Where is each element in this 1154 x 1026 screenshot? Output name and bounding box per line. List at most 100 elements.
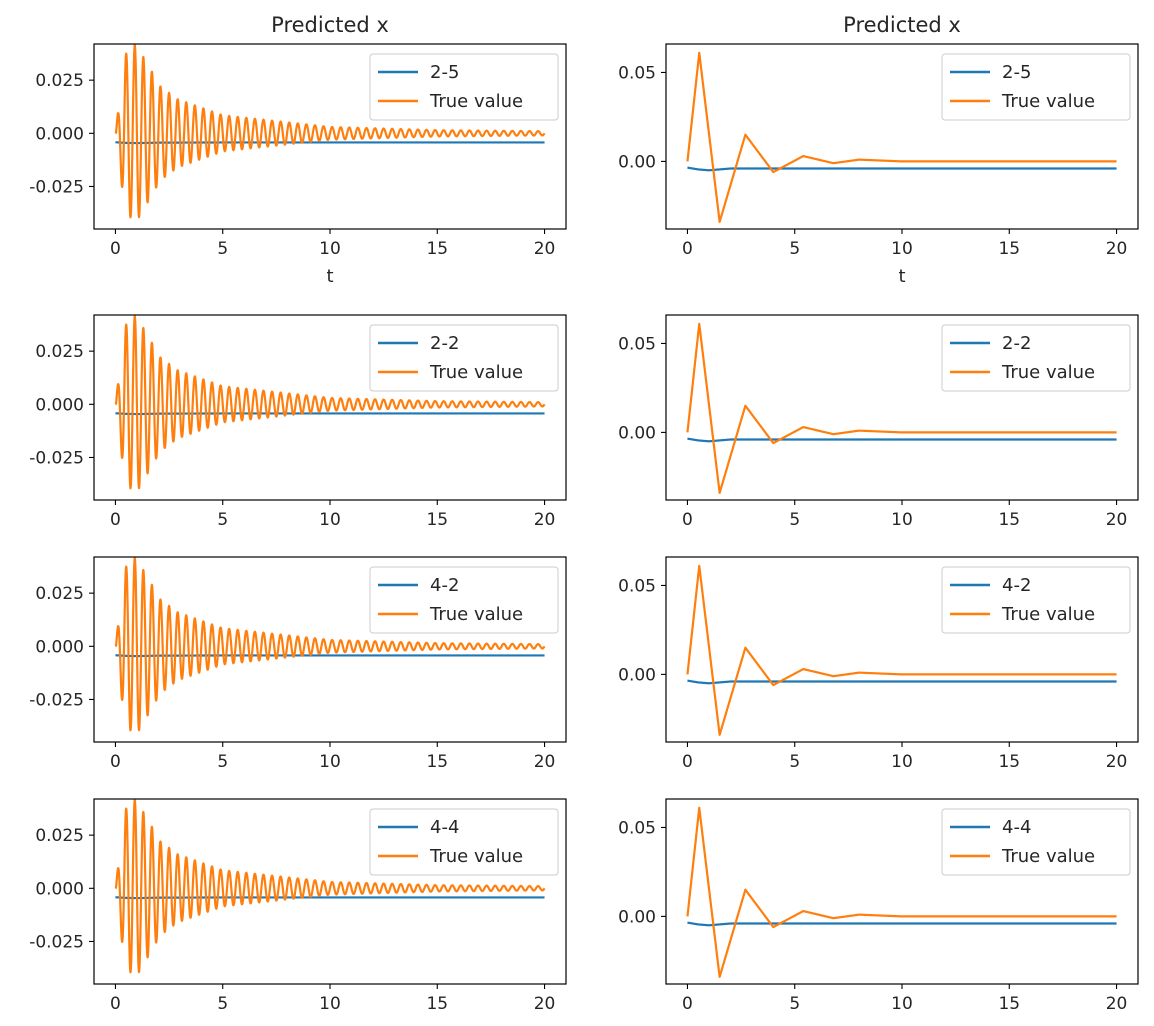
subplot-title: Predicted x [271,13,389,37]
legend-label: True value [429,362,523,383]
y-tick-label: 0.000 [35,879,84,899]
y-tick-label: 0.025 [35,584,84,604]
x-tick-label: 5 [789,752,800,772]
legend: 2-2 True value [369,324,559,392]
y-tick-label: 0.000 [35,124,84,144]
legend: 4-2 True value [941,566,1131,634]
x-tick-label: 20 [534,752,556,772]
y-tick-label: -0.025 [29,177,84,197]
y-tick-label: 0.00 [618,907,656,927]
legend-label: 2-2 [430,333,459,354]
y-tick-label: 0.05 [618,334,656,354]
subplot-2-2: 0 5 10 15 20 0.05 0.00 2-2 True value [618,314,1139,530]
x-tick-label: 10 [891,994,913,1014]
x-tick-label: 10 [891,510,913,530]
legend-box [369,324,559,392]
legend: 2-2 True value [941,324,1131,392]
series-line-1 [114,141,546,145]
y-tick-label: -0.025 [29,690,84,710]
y-tick-label: 0.025 [35,826,84,846]
x-tick-label: 5 [789,239,800,259]
y-tick-label: -0.025 [29,932,84,952]
y-tick-label: 0.00 [618,665,656,685]
x-tick-label: 5 [217,239,228,259]
subplot-1-2: Predicted x 0 5 10 15 20 0.05 0.00 t 2-5 True valu… [618,13,1139,287]
legend-box [941,324,1131,392]
legend-box [941,808,1131,876]
series-line-2 [114,799,546,974]
legend-label: True value [429,846,523,867]
y-tick-label: 0.05 [618,63,656,83]
x-tick-label: 20 [1106,752,1128,772]
x-tick-label: 10 [319,752,341,772]
legend-label: True value [429,604,523,625]
y-tick-label: 0.00 [618,152,656,172]
series-line-1 [686,921,1118,927]
x-tick-label: 15 [998,994,1020,1014]
x-tick-label: 10 [891,239,913,259]
x-tick-label: 0 [110,752,121,772]
legend-label: True value [1001,362,1095,383]
x-axis-label: t [898,266,905,287]
series-line-1 [686,166,1118,172]
legend-label: 4-2 [430,575,459,596]
series-line-1 [114,896,546,900]
x-tick-label: 10 [891,752,913,772]
x-tick-label: 5 [789,510,800,530]
legend-label: True value [1001,846,1095,867]
x-tick-label: 0 [682,752,693,772]
series-line-2 [114,44,546,219]
x-tick-label: 5 [217,510,228,530]
subplot-2-1: 0 5 10 15 20 0.025 0.000 -0.025 2-2 True value [29,314,567,530]
subplot-3-2: 0 5 10 15 20 0.05 0.00 4-2 True value [618,556,1139,772]
x-tick-label: 0 [682,510,693,530]
x-tick-label: 20 [534,994,556,1014]
x-tick-label: 15 [426,239,448,259]
legend-box [369,566,559,634]
x-tick-label: 15 [426,752,448,772]
series-line-2 [686,564,1118,736]
legend: 4-2 True value [369,566,559,634]
series-line-1 [686,437,1118,443]
series-line-2 [114,557,546,732]
y-tick-label: 0.025 [35,342,84,362]
subplot-4-1: 0 5 10 15 20 0.025 0.000 -0.025 4-4 True value [29,798,567,1014]
legend-label: 4-4 [430,817,459,838]
y-tick-label: 0.000 [35,637,84,657]
x-tick-label: 0 [110,510,121,530]
subplot-3-1: 0 5 10 15 20 0.025 0.000 -0.025 4-2 True value [29,556,567,772]
x-tick-label: 0 [110,239,121,259]
legend-label: 2-2 [1002,333,1031,354]
series-line-2 [686,806,1118,978]
x-tick-label: 20 [1106,994,1128,1014]
legend-box [941,566,1131,634]
series-line-1 [114,654,546,658]
y-tick-label: 0.00 [618,423,656,443]
legend-box [369,53,559,121]
series-line-2 [686,322,1118,494]
legend-box [369,808,559,876]
x-tick-label: 20 [534,239,556,259]
x-tick-label: 10 [319,994,341,1014]
legend: 2-5 True value [941,53,1131,121]
legend-label: True value [1001,91,1095,112]
legend-label: True value [1001,604,1095,625]
x-tick-label: 5 [217,752,228,772]
legend-label: True value [429,91,523,112]
legend: 2-5 True value [369,53,559,121]
x-tick-label: 5 [217,994,228,1014]
x-tick-label: 15 [998,752,1020,772]
x-tick-label: 10 [319,239,341,259]
y-tick-label: 0.000 [35,395,84,415]
series-line-1 [686,679,1118,685]
legend-label: 4-4 [1002,817,1031,838]
legend-box [941,53,1131,121]
x-tick-label: 15 [998,239,1020,259]
x-tick-label: 20 [1106,239,1128,259]
series-line-1 [114,412,546,416]
y-tick-label: 0.025 [35,71,84,91]
x-tick-label: 5 [789,994,800,1014]
legend-label: 2-5 [1002,62,1031,83]
y-tick-label: 0.05 [618,818,656,838]
